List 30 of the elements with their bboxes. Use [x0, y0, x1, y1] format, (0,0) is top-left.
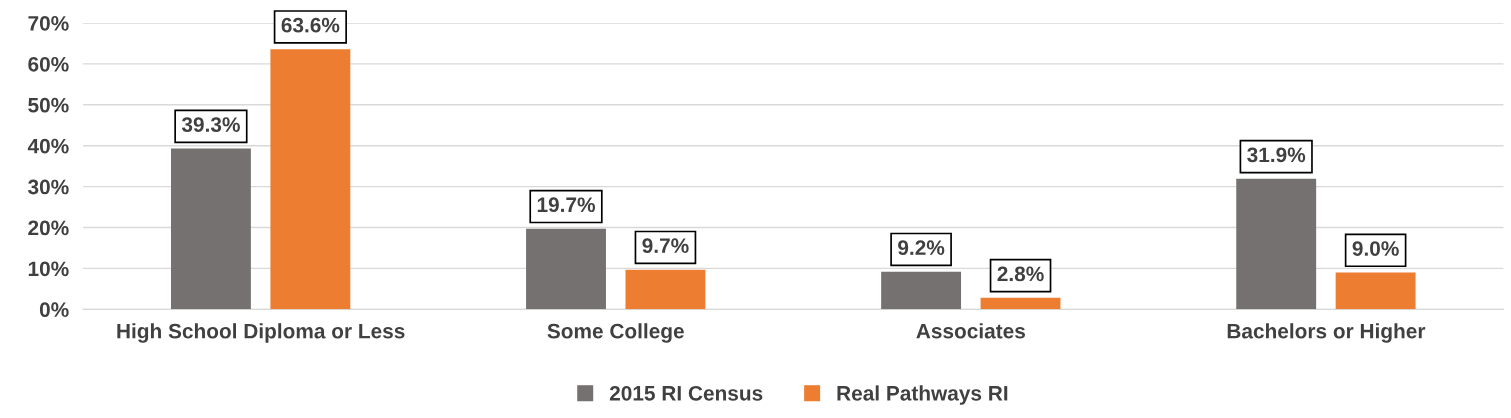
x-tick-label: Associates: [916, 323, 1025, 339]
data-label: 39.3%: [181, 117, 240, 132]
data-label: 19.7%: [537, 197, 596, 213]
y-tick-label: 60%: [28, 56, 69, 72]
data-label: 9.2%: [898, 240, 945, 256]
y-tick-label: 0%: [39, 302, 69, 318]
bar: [1236, 178, 1317, 310]
bar: [1335, 272, 1416, 310]
y-tick-label: 30%: [28, 179, 69, 195]
data-label: 9.7%: [642, 238, 689, 254]
bar: [881, 271, 962, 310]
y-tick-label: 10%: [28, 261, 69, 277]
x-tick-label: Some College: [547, 323, 684, 343]
y-tick-label: 70%: [28, 15, 69, 31]
data-label: 2.8%: [997, 266, 1044, 282]
y-tick-label: 20%: [28, 220, 69, 236]
bar: [170, 148, 251, 310]
legend-label: 2015 RI Census: [609, 385, 763, 401]
bar: [625, 269, 706, 310]
legend-label: Real Pathways RI: [837, 385, 1008, 405]
bar: [526, 228, 606, 310]
y-tick-label: 50%: [28, 97, 69, 113]
bar: [270, 49, 351, 310]
data-label: 9.0%: [1352, 241, 1399, 256]
bar: [980, 297, 1061, 310]
data-label: 31.9%: [1247, 147, 1306, 163]
y-tick-label: 40%: [27, 138, 69, 154]
data-label: 63.6%: [281, 17, 340, 33]
x-tick-label: High School Diploma or Less: [117, 323, 405, 343]
x-tick-label: Bachelors or Higher: [1227, 323, 1426, 343]
